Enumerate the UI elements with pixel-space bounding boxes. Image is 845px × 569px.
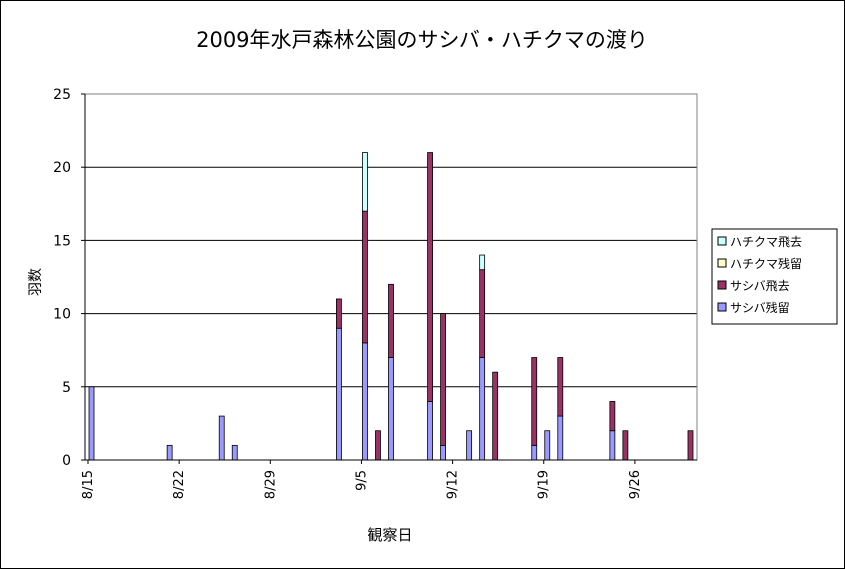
bar-segment [479,357,486,461]
legend-box [711,228,838,325]
bar-segment [531,357,538,446]
bar-segment [375,430,381,461]
bar-segment [544,430,551,461]
bar-segment [609,401,616,432]
legend-swatch [717,258,727,268]
x-tick-label: 9/26 [628,470,643,499]
bar-segment [88,386,95,461]
chart-title: 2009年水戸森林公園のサシバ・ハチクマの渡り [196,28,648,52]
y-tick-label: 25 [53,87,71,103]
bar-segment [388,357,394,461]
bar-segment [466,430,473,461]
bar-segment [479,254,486,271]
y-tick-label: 20 [53,160,71,176]
bar-segment [218,415,225,461]
bar-segment [492,371,499,461]
bars [88,152,694,461]
bar-segment [362,342,368,461]
bar-segment [687,430,694,461]
bar-segment [231,444,238,461]
x-tick-label: 9/5 [354,470,369,491]
bar-segment [622,430,629,461]
bar-segment [557,357,564,417]
legend-label: サシバ残留 [730,301,790,315]
bar-segment [440,313,446,446]
bar-segment [479,269,486,358]
legend-swatch [717,302,727,312]
legend-label: ハチクマ飛去 [730,235,802,249]
bar-segment [440,444,446,461]
bar-segment [427,401,433,461]
x-tick-label: 9/19 [537,470,552,499]
bar-segment [336,327,342,461]
axes: 0 5 10 15 20 25 8/15 8/22 8/29 9/5 9/12 9/19 9/26 [53,87,697,499]
y-tick-label: 15 [53,233,71,249]
bar-segment [362,210,368,344]
x-tick-label: 8/22 [172,470,187,499]
bar-segment [609,430,616,461]
legend-swatch [717,236,727,246]
y-tick-label: 10 [53,307,71,323]
bar-segment [362,152,368,212]
y-tick-label: 0 [62,453,71,469]
x-tick-label: 9/12 [446,470,461,499]
bar-segment [388,283,394,358]
legend-swatch [717,280,727,290]
x-axis-label: 観察日 [367,526,412,544]
legend-label: サシバ飛去 [730,279,790,293]
x-tick-label: 8/29 [263,470,278,499]
bar-segment [166,444,173,461]
y-axis-label: 羽数 [28,268,44,296]
y-tick-label: 5 [62,380,71,396]
bar-segment [336,298,342,329]
bar-segment [557,415,564,461]
legend-label: ハチクマ残留 [730,257,802,271]
bar-segment [531,444,538,461]
x-tick-label: 8/15 [81,470,96,499]
bar-segment [427,152,433,402]
